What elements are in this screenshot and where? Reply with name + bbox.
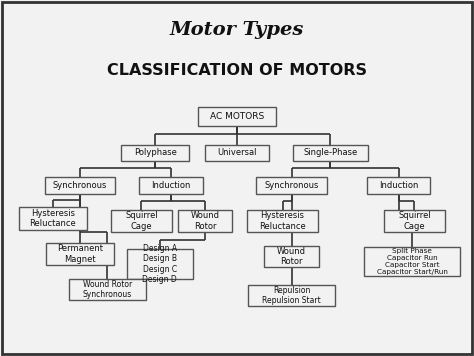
FancyBboxPatch shape [384, 210, 445, 232]
FancyBboxPatch shape [367, 177, 430, 194]
FancyBboxPatch shape [256, 177, 327, 194]
FancyBboxPatch shape [178, 210, 232, 232]
FancyBboxPatch shape [264, 246, 319, 267]
Text: Split Phase
Capacitor Run
Capacitor Start
Capacitor Start/Run: Split Phase Capacitor Run Capacitor Star… [377, 248, 447, 275]
FancyBboxPatch shape [293, 145, 368, 161]
Text: Hysteresis
Reluctance: Hysteresis Reluctance [259, 211, 306, 231]
FancyBboxPatch shape [198, 107, 276, 126]
Text: Permanent
Magnet: Permanent Magnet [57, 244, 103, 263]
Text: Wound Rotor
Synchronous: Wound Rotor Synchronous [82, 279, 132, 299]
FancyBboxPatch shape [365, 247, 460, 276]
FancyBboxPatch shape [248, 285, 335, 306]
Text: Repulsion
Repulsion Start: Repulsion Repulsion Start [262, 286, 321, 305]
Text: Polyphase: Polyphase [134, 148, 176, 157]
FancyBboxPatch shape [69, 278, 146, 300]
Text: Induction: Induction [379, 181, 418, 190]
FancyBboxPatch shape [205, 145, 269, 161]
Text: Design A
Design B
Design C
Design D: Design A Design B Design C Design D [142, 244, 177, 284]
Text: Synchronous: Synchronous [264, 181, 319, 190]
Text: AC MOTORS: AC MOTORS [210, 112, 264, 121]
Text: Wound
Rotor: Wound Rotor [191, 211, 219, 231]
Text: Single-Phase: Single-Phase [303, 148, 357, 157]
FancyBboxPatch shape [121, 145, 189, 161]
Text: Synchronous: Synchronous [53, 181, 107, 190]
Text: Wound
Rotor: Wound Rotor [277, 247, 306, 266]
Text: Universal: Universal [217, 148, 257, 157]
FancyBboxPatch shape [247, 210, 318, 232]
FancyBboxPatch shape [45, 177, 115, 194]
FancyBboxPatch shape [18, 207, 87, 230]
Text: Squirrel
Cage: Squirrel Cage [398, 211, 431, 231]
FancyBboxPatch shape [127, 250, 192, 278]
Text: Squirrel
Cage: Squirrel Cage [125, 211, 158, 231]
FancyBboxPatch shape [139, 177, 203, 194]
Text: Induction: Induction [151, 181, 191, 190]
FancyBboxPatch shape [111, 210, 172, 232]
FancyBboxPatch shape [46, 243, 114, 265]
Text: Motor Types: Motor Types [170, 21, 304, 39]
Text: CLASSIFICATION OF MOTORS: CLASSIFICATION OF MOTORS [107, 63, 367, 78]
Text: Hysteresis
Reluctance: Hysteresis Reluctance [29, 209, 76, 228]
